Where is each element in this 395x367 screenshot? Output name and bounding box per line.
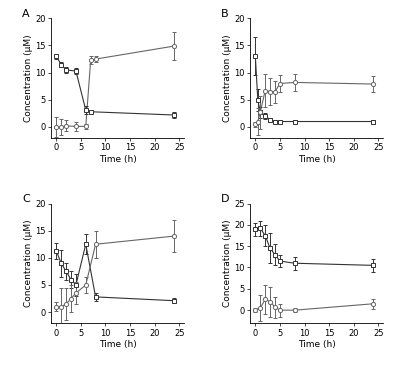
- X-axis label: Time (h): Time (h): [298, 340, 336, 349]
- X-axis label: Time (h): Time (h): [298, 155, 336, 164]
- Text: B: B: [221, 9, 229, 19]
- Text: C: C: [22, 194, 30, 204]
- Y-axis label: Concentration (μM): Concentration (μM): [223, 219, 231, 307]
- X-axis label: Time (h): Time (h): [99, 155, 137, 164]
- Y-axis label: Concentration (μM): Concentration (μM): [24, 219, 32, 307]
- Y-axis label: Concentration (μM): Concentration (μM): [24, 34, 32, 122]
- X-axis label: Time (h): Time (h): [99, 340, 137, 349]
- Text: A: A: [22, 9, 30, 19]
- Text: D: D: [221, 194, 230, 204]
- Y-axis label: Concentration (μM): Concentration (μM): [223, 34, 231, 122]
